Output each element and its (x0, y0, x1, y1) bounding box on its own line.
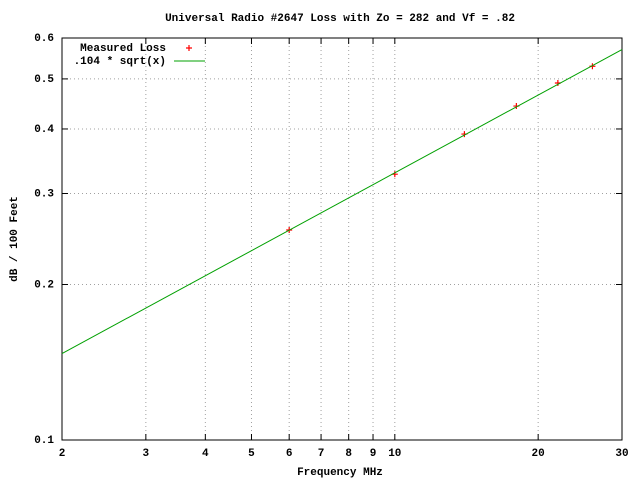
x-tick-label: 2 (59, 448, 66, 460)
x-tick-label: 7 (318, 448, 325, 460)
x-tick-label: 8 (345, 448, 352, 460)
x-tick-label: 9 (370, 448, 377, 460)
y-tick-label: 0.1 (34, 435, 54, 447)
x-tick-label: 10 (388, 448, 401, 460)
y-tick-label: 0.2 (34, 279, 54, 291)
y-tick-label: 0.4 (34, 124, 54, 136)
legend-label: Measured Loss (80, 43, 166, 55)
legend-marker (186, 45, 192, 51)
x-tick-label: 20 (532, 448, 545, 460)
fit-line (61, 49, 623, 355)
y-axis-label: dB / 100 Feet (9, 196, 21, 282)
x-tick-label: 5 (248, 448, 255, 460)
y-tick-label: 0.3 (34, 188, 54, 200)
x-tick-label: 6 (286, 448, 293, 460)
x-tick-label: 3 (143, 448, 150, 460)
x-tick-label: 30 (615, 448, 628, 460)
y-tick-label: 0.6 (34, 33, 54, 45)
x-tick-label: 4 (202, 448, 209, 460)
x-axis-label: Frequency MHz (297, 467, 383, 479)
y-tick-label: 0.5 (34, 74, 54, 86)
plot-frame (61, 37, 623, 441)
chart-title: Universal Radio #2647 Loss with Zo = 282… (165, 13, 515, 25)
legend-label: .104 * sqrt(x) (74, 56, 166, 68)
